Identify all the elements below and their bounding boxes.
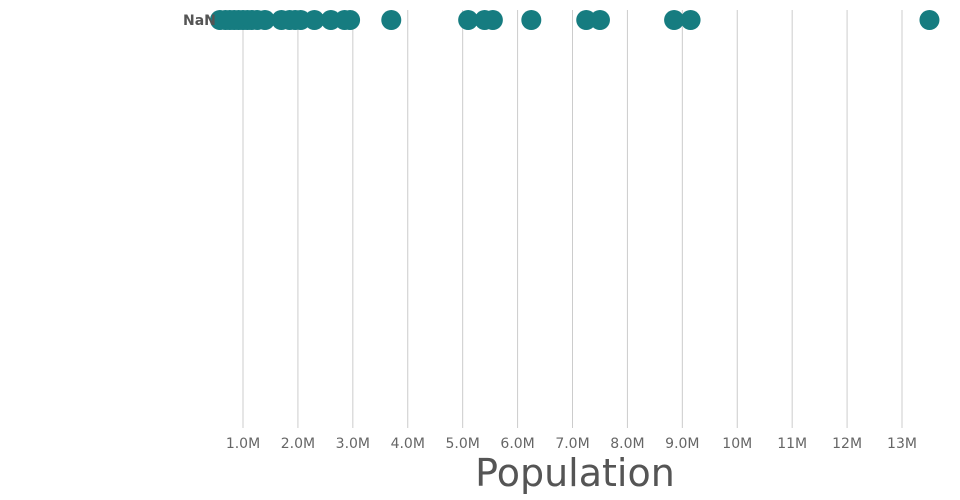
- category-label: NaN: [183, 13, 216, 29]
- data-point[interactable]: [919, 10, 940, 30]
- data-point[interactable]: [521, 10, 542, 30]
- x-axis-title: Population: [475, 451, 675, 495]
- x-tick-label: 5.0M: [445, 436, 479, 452]
- data-point[interactable]: [381, 10, 402, 30]
- data-point[interactable]: [664, 10, 685, 30]
- x-tick-label: 7.0M: [555, 436, 589, 452]
- x-axis-ticks: 1.0M 2.0M 3.0M 4.0M 5.0M 6.0M 7.0M 8.0M 9.0M 10M 1…: [226, 436, 917, 452]
- gridlines: [242, 10, 903, 428]
- data-point[interactable]: [290, 10, 311, 30]
- x-tick-label: 3.0M: [336, 436, 370, 452]
- data-point[interactable]: [458, 10, 479, 30]
- x-tick-label: 13M: [887, 436, 917, 452]
- data-point[interactable]: [589, 10, 610, 30]
- data-point[interactable]: [680, 10, 701, 30]
- x-tick-label: 6.0M: [500, 436, 534, 452]
- x-tick-label: 9.0M: [665, 436, 699, 452]
- data-point[interactable]: [320, 10, 341, 30]
- data-points: [209, 10, 940, 30]
- data-point[interactable]: [254, 10, 275, 30]
- x-tick-label: 4.0M: [391, 436, 425, 452]
- data-point[interactable]: [304, 10, 325, 30]
- x-tick-label: 1.0M: [226, 436, 260, 452]
- data-point[interactable]: [340, 10, 361, 30]
- x-tick-label: 12M: [832, 436, 862, 452]
- data-point[interactable]: [576, 10, 597, 30]
- x-tick-label: 8.0M: [610, 436, 644, 452]
- x-tick-label: 11M: [777, 436, 807, 452]
- data-point[interactable]: [482, 10, 503, 30]
- row-labels: NaN: [183, 13, 216, 29]
- x-tick-label: 10M: [722, 436, 752, 452]
- x-tick-label: 2.0M: [281, 436, 315, 452]
